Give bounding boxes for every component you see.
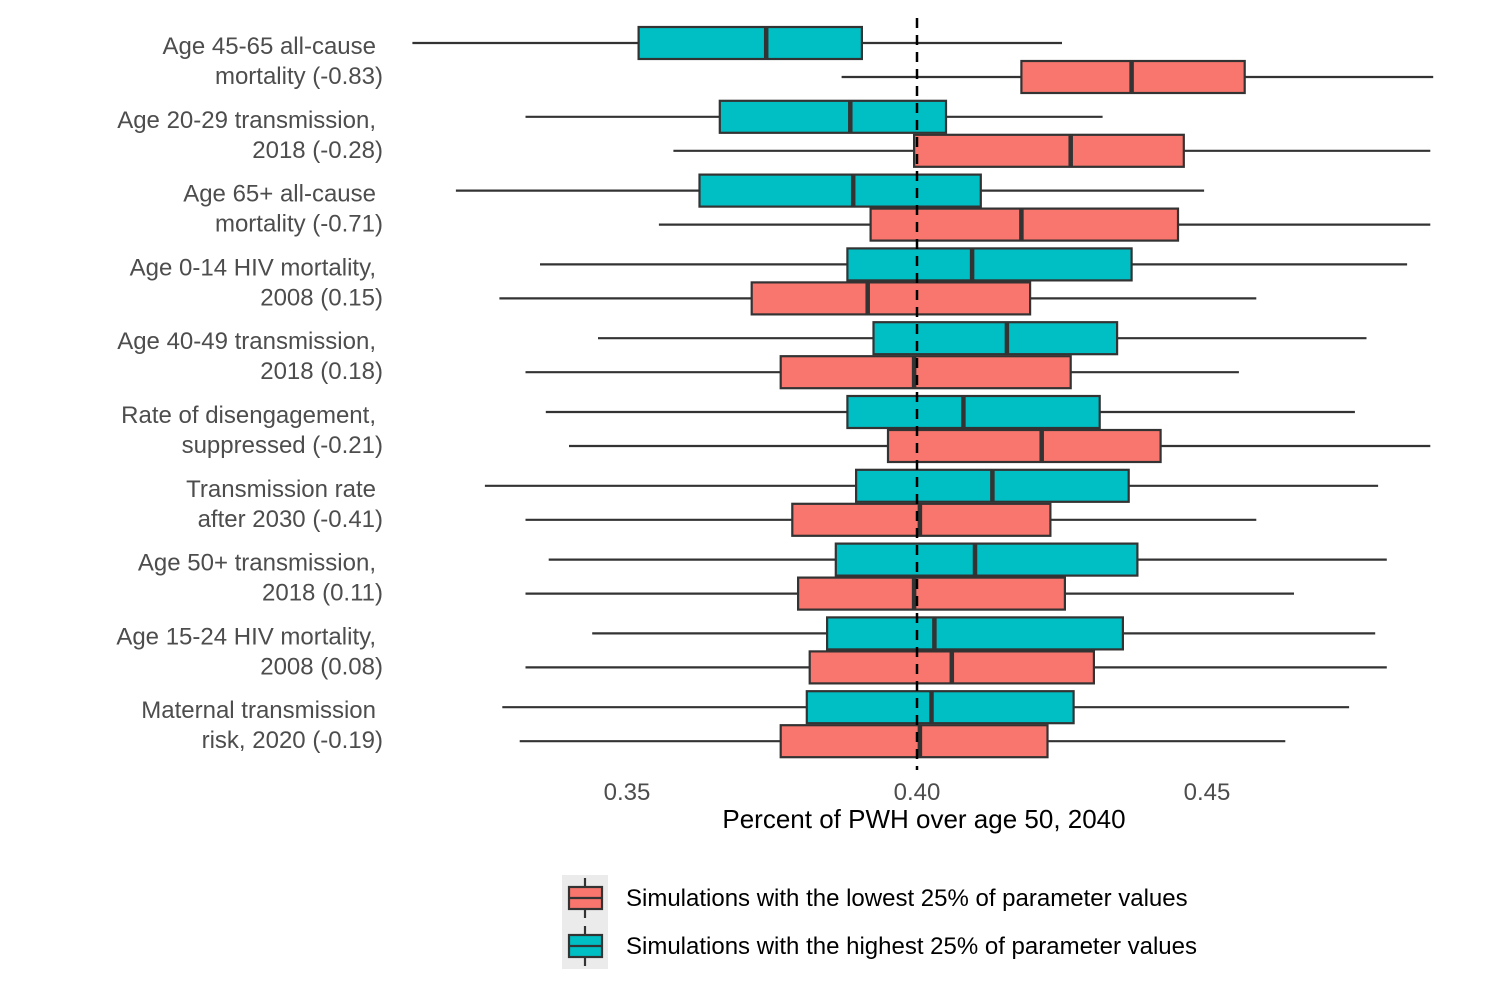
x-tick-label: 0.40 (894, 779, 941, 806)
box-high-8-iqr (825, 616, 1124, 651)
box-high-3 (540, 247, 1408, 282)
category-label-0: Age 45-65 all-cause mortality (-0.83) (163, 33, 383, 90)
category-label-2: Age 65+ all-cause mortality (-0.71) (183, 181, 383, 238)
box-high-7-iqr (834, 542, 1139, 577)
category-label-line: Rate of disengagement, (121, 402, 376, 429)
box-high-9 (502, 690, 1350, 725)
category-label-line: mortality (-0.83) (215, 63, 383, 90)
category-label-line: 2018 (0.11) (262, 580, 383, 607)
category-label-line: Age 45-65 all-cause (163, 33, 376, 60)
box-high-4 (598, 321, 1367, 356)
category-label-line: Age 40-49 transmission, (117, 328, 376, 355)
category-label-4: Age 40-49 transmission, 2018 (0.18) (117, 328, 383, 385)
legend: Simulations with the lowest 25% of param… (562, 875, 1197, 969)
box-low-1 (673, 133, 1431, 168)
category-label-7: Age 50+ transmission, 2018 (0.11) (138, 550, 383, 607)
box-high-8 (592, 616, 1376, 651)
box-high-0 (412, 25, 1062, 61)
category-labels: Age 45-65 all-cause mortality (-0.83)Age … (116, 33, 383, 754)
x-axis-title: Percent of PWH over age 50, 2040 (722, 804, 1125, 834)
x-tick-label: 0.45 (1184, 779, 1231, 806)
box-low-2-iqr (869, 207, 1180, 242)
box-high-7 (548, 542, 1387, 577)
legend-label: Simulations with the highest 25% of para… (626, 933, 1197, 960)
box-high-3-iqr (846, 247, 1133, 282)
category-label-3: Age 0-14 HIV mortality, 2008 (0.15) (130, 254, 383, 311)
box-low-0 (841, 59, 1434, 95)
category-label-line: Age 0-14 HIV mortality, (130, 254, 376, 281)
box-low-3-iqr (750, 281, 1032, 316)
box-high-4-iqr (872, 321, 1119, 356)
category-label-line: suppressed (-0.21) (182, 432, 383, 459)
category-label-line: Maternal transmission (141, 697, 376, 724)
box-low-1-iqr (912, 133, 1185, 168)
box-high-1-iqr (718, 99, 948, 134)
category-label-1: Age 20-29 transmission, 2018 (-0.28) (117, 107, 383, 164)
category-label-line: Age 20-29 transmission, (117, 107, 376, 134)
box-low-5 (569, 428, 1431, 464)
legend-item-low: Simulations with the lowest 25% of param… (567, 878, 1188, 918)
category-label-line: Age 50+ transmission, (138, 550, 376, 577)
category-label-line: 2018 (0.18) (260, 358, 383, 385)
category-label-8: Age 15-24 HIV mortality, 2008 (0.08) (116, 623, 383, 680)
category-label-line: mortality (-0.71) (215, 211, 383, 238)
box-high-2 (455, 173, 1205, 208)
category-label-line: risk, 2020 (-0.19) (202, 727, 383, 754)
category-label-5: Rate of disengagement, suppressed (-0.21) (121, 402, 383, 459)
box-low-2 (658, 207, 1431, 242)
box-low-4-iqr (779, 355, 1072, 390)
box-high-9-iqr (805, 690, 1075, 725)
box-high-0-iqr (637, 25, 863, 61)
box-low-7-iqr (796, 576, 1066, 611)
category-label-line: 2008 (0.15) (260, 284, 383, 311)
box-low-7 (525, 576, 1294, 611)
plot-area (412, 18, 1434, 770)
box-low-4 (525, 355, 1239, 390)
box-high-6 (484, 468, 1379, 503)
box-high-5 (545, 394, 1355, 430)
box-high-5-iqr (846, 394, 1101, 430)
x-tick-label: 0.35 (604, 779, 651, 806)
legend-item-high: Simulations with the highest 25% of para… (567, 926, 1197, 966)
legend-label: Simulations with the lowest 25% of param… (626, 885, 1188, 912)
box-low-6 (525, 502, 1257, 537)
category-label-line: 2018 (-0.28) (252, 137, 383, 164)
category-label-6: Transmission rate after 2030 (-0.41) (186, 476, 383, 533)
category-label-line: Age 65+ all-cause (183, 181, 376, 208)
category-label-line: Transmission rate (186, 476, 376, 503)
box-low-9-iqr (779, 724, 1049, 759)
box-high-1 (525, 99, 1103, 134)
box-low-3 (499, 281, 1257, 316)
category-label-line: after 2030 (-0.41) (198, 506, 383, 533)
x-axis: 0.35 0.40 0.45 (604, 779, 1231, 806)
category-label-line: 2008 (0.08) (260, 653, 383, 680)
box-low-9 (519, 724, 1286, 759)
box-low-5-iqr (886, 428, 1162, 464)
box-high-2-iqr (698, 173, 982, 208)
box-low-8 (525, 650, 1387, 685)
category-label-9: Maternal transmission risk, 2020 (-0.19) (141, 697, 383, 754)
category-label-line: Age 15-24 HIV mortality, (116, 623, 376, 650)
